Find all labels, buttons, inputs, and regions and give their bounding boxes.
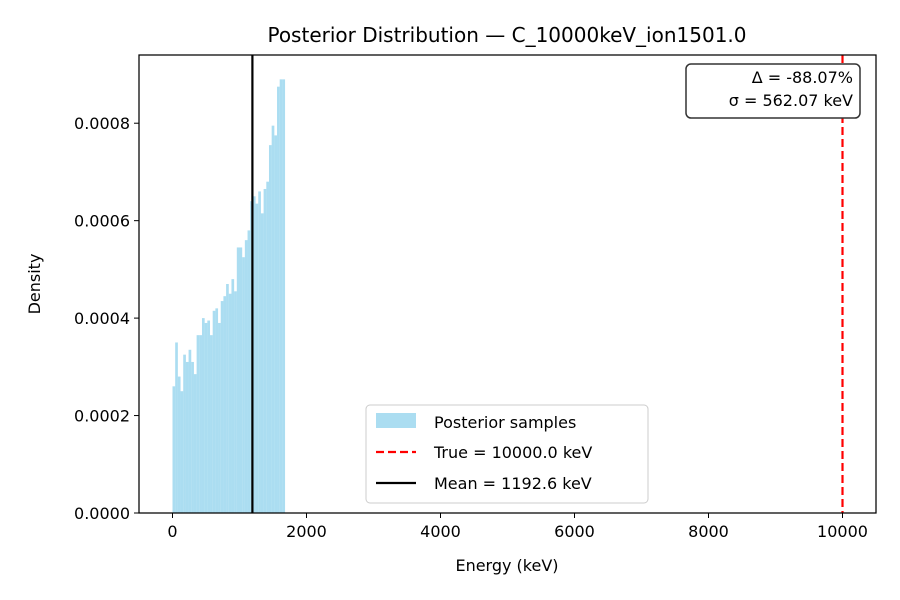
- legend: Posterior samples True = 10000.0 keV Mea…: [365, 404, 649, 504]
- histogram-bar: [236, 247, 240, 513]
- histogram-bar: [185, 361, 189, 513]
- histogram-bar: [204, 322, 208, 513]
- x-tick-label: 2000: [286, 522, 327, 541]
- annotation-delta: Δ = -88.07%: [752, 68, 853, 87]
- histogram-bar: [191, 361, 194, 513]
- histogram-bar: [252, 196, 256, 514]
- histogram-bar: [242, 257, 245, 513]
- histogram-bar: [175, 342, 178, 513]
- histogram-bar: [201, 318, 205, 513]
- histogram-bar: [228, 293, 232, 513]
- y-tick-label: 0.0002: [74, 407, 130, 426]
- histogram-bar: [172, 386, 176, 513]
- x-axis-label: Energy (keV): [455, 556, 558, 575]
- histogram-bar: [255, 203, 259, 513]
- histogram-bar: [180, 391, 184, 513]
- histogram-bar: [274, 135, 278, 513]
- histogram-bar: [215, 308, 219, 513]
- legend-label-posterior: Posterior samples: [434, 413, 576, 432]
- y-tick-label: 0.0000: [74, 504, 130, 523]
- histogram-bar: [226, 284, 229, 513]
- y-tick-label: 0.0008: [74, 114, 130, 133]
- x-tick-label: 8000: [688, 522, 729, 541]
- plot-frame: [138, 54, 877, 514]
- histogram-bar: [239, 247, 243, 513]
- histogram-bar: [282, 79, 286, 514]
- chart-title: Posterior Distribution — C_10000keV_ion1…: [267, 23, 746, 47]
- histogram-bar: [258, 191, 261, 513]
- histogram-bar: [177, 376, 181, 513]
- y-tick-label: 0.0006: [74, 212, 130, 231]
- histogram-bar: [218, 322, 221, 513]
- y-tick-label: 0.0004: [74, 309, 130, 328]
- histogram-bar: [188, 349, 192, 513]
- y-axis-label: Density: [25, 254, 44, 315]
- reference-lines: [251, 55, 844, 513]
- histogram-bar: [277, 86, 280, 513]
- histogram-bar: [247, 230, 251, 514]
- histogram-bar: [199, 335, 202, 513]
- histogram-bar: [279, 79, 283, 514]
- x-tick-label: 10000: [817, 522, 868, 541]
- histogram-bar: [266, 181, 269, 513]
- histogram-bar: [271, 125, 275, 514]
- histogram-bar: [223, 296, 227, 513]
- histogram-bar: [263, 188, 267, 513]
- x-tick-label: 6000: [554, 522, 595, 541]
- x-tick-label: 0: [167, 522, 177, 541]
- y-axis-ticks: 0.0000 0.0002 0.0004 0.0006 0.0008: [74, 114, 139, 523]
- legend-swatch-posterior: [376, 413, 416, 428]
- histogram-bar: [268, 145, 272, 513]
- histogram-bar: [260, 213, 264, 513]
- histogram-bar: [183, 354, 186, 513]
- histogram-bar: [234, 291, 237, 513]
- x-tick-label: 4000: [420, 522, 461, 541]
- legend-label-true: True = 10000.0 keV: [433, 443, 592, 462]
- annotation-box: Δ = -88.07% σ = 562.07 keV: [685, 63, 861, 119]
- histogram-bar: [207, 320, 211, 513]
- histogram-bar: [220, 301, 224, 513]
- x-axis-ticks: 0 2000 4000 6000 8000 10000: [167, 513, 868, 541]
- annotation-frame: [685, 63, 861, 119]
- histogram-bar: [196, 335, 200, 513]
- annotation-sigma: σ = 562.07 keV: [729, 91, 853, 110]
- legend-frame: [365, 404, 649, 504]
- histogram-bar: [212, 310, 216, 513]
- histogram-bars: [172, 79, 286, 514]
- histogram-bar: [193, 374, 197, 513]
- legend-label-mean: Mean = 1192.6 keV: [434, 474, 592, 493]
- histogram-bar: [244, 240, 248, 514]
- histogram-bar: [210, 335, 213, 513]
- histogram-bar: [231, 279, 235, 513]
